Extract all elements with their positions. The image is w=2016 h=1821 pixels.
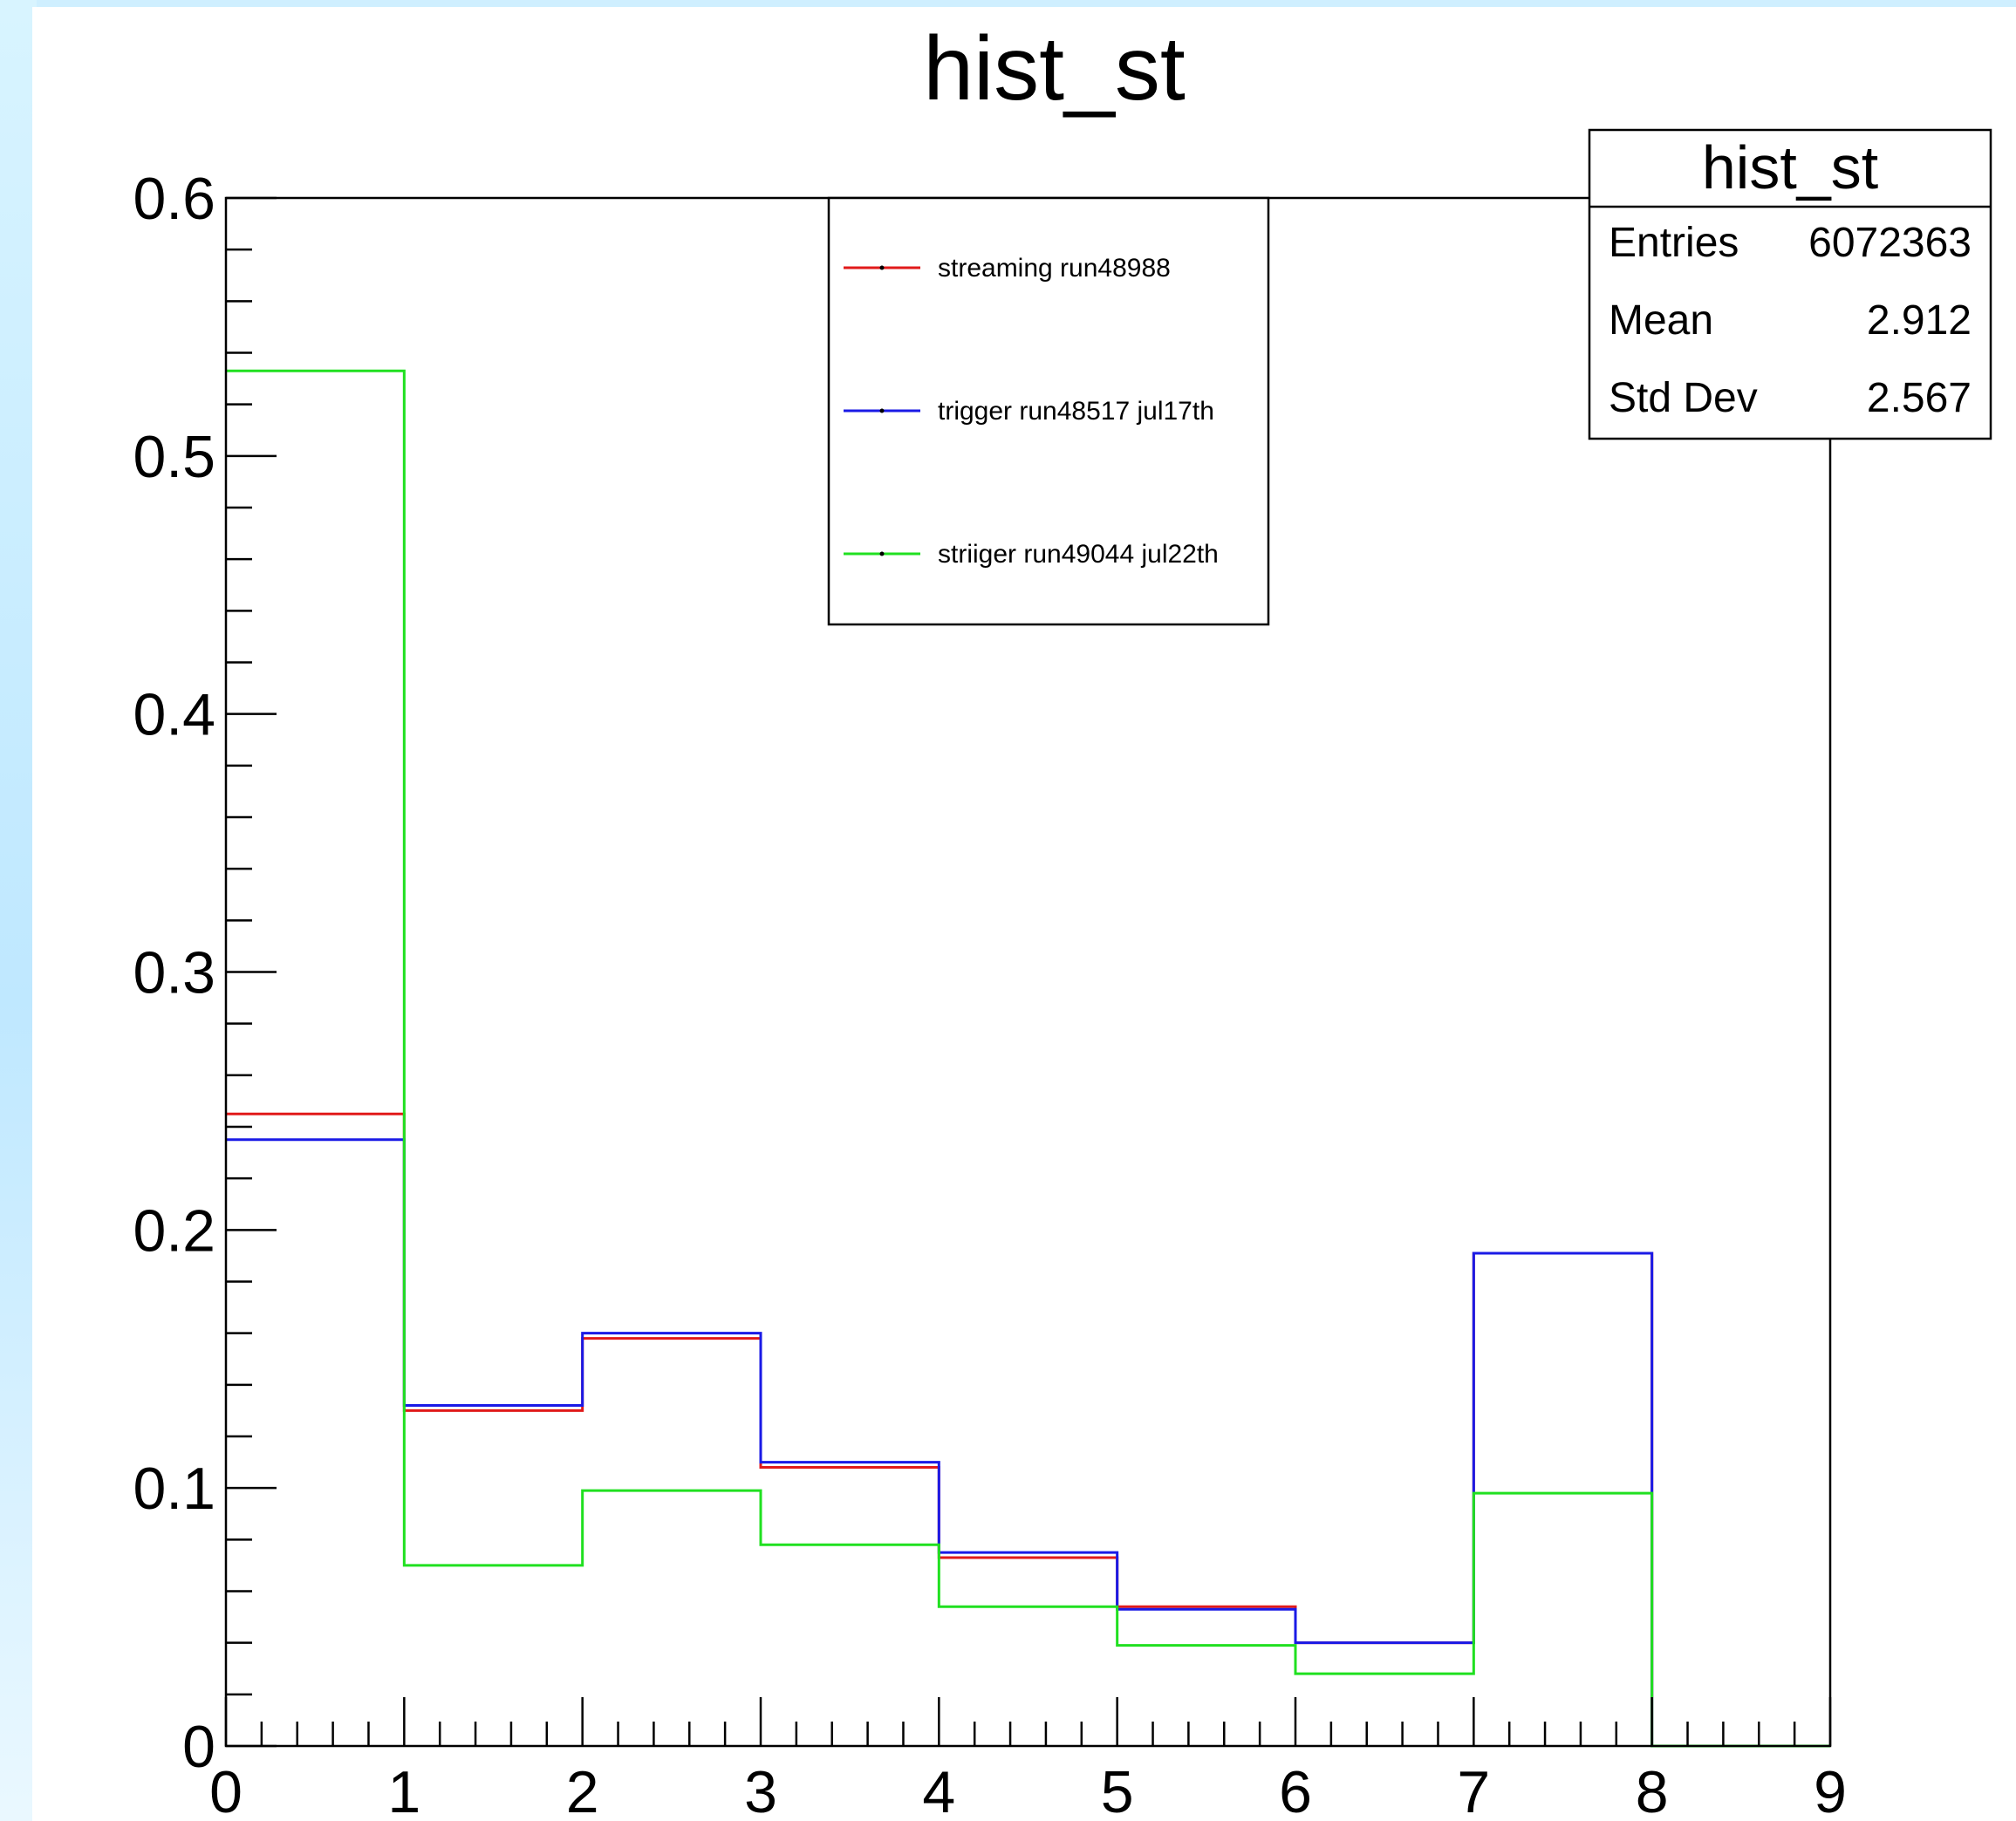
plot-canvas: hist_st 0 0.1 0.2 0.3 0.4 0.5 0.6 0 1 2 3 4 5 6 7 8 9 stre… — [32, 7, 2016, 1821]
stats-label: Std Dev — [1609, 375, 1758, 421]
legend-label-3: striiger run49044 jul22th — [938, 540, 1219, 569]
stats-value: 2.912 — [1867, 297, 1972, 344]
stats-value: 6072363 — [1808, 220, 1972, 266]
legend-marker-3 — [879, 551, 885, 556]
y-tick-label: 0.4 — [133, 682, 215, 748]
series-line-3 — [226, 369, 1830, 1748]
stats-label: Entries — [1609, 220, 1739, 266]
stats-value: 2.567 — [1867, 375, 1972, 421]
y-tick-label: 0.6 — [133, 166, 215, 232]
y-tick-label: 0.1 — [133, 1456, 215, 1522]
window-background — [0, 0, 37, 1821]
series-line-1 — [226, 1112, 1830, 1748]
x-tick-label: 1 — [387, 1759, 420, 1821]
x-tick-label: 9 — [1814, 1759, 1847, 1821]
x-tick-label: 8 — [1636, 1759, 1669, 1821]
legend-label-1: streaming run48988 — [938, 254, 1171, 283]
y-tick-label: 0.3 — [133, 940, 215, 1006]
x-tick-label: 2 — [566, 1759, 599, 1821]
series-line-2 — [226, 1138, 1830, 1748]
stats-title: hist_st — [1702, 133, 1878, 201]
chart-title: hist_st — [923, 18, 1186, 119]
legend-marker-2 — [879, 408, 885, 413]
y-tick-label: 0 — [182, 1714, 215, 1780]
x-tick-label: 0 — [209, 1759, 243, 1821]
x-tick-label: 4 — [922, 1759, 955, 1821]
stats-label: Mean — [1609, 297, 1713, 344]
x-tick-label: 7 — [1457, 1759, 1490, 1821]
stats-box — [1588, 128, 1992, 440]
y-tick-label: 0.5 — [133, 424, 215, 490]
x-tick-label: 3 — [744, 1759, 777, 1821]
legend-marker-1 — [879, 265, 885, 270]
legend-label-2: trigger run48517 jul17th — [938, 397, 1214, 426]
histogram-chart: hist_st 0 0.1 0.2 0.3 0.4 0.5 0.6 0 1 2 3 4 5 6 7 8 9 stre… — [133, 18, 1992, 1821]
y-tick-label: 0.2 — [133, 1197, 215, 1264]
x-tick-label: 5 — [1101, 1759, 1134, 1821]
x-tick-label: 6 — [1279, 1759, 1312, 1821]
